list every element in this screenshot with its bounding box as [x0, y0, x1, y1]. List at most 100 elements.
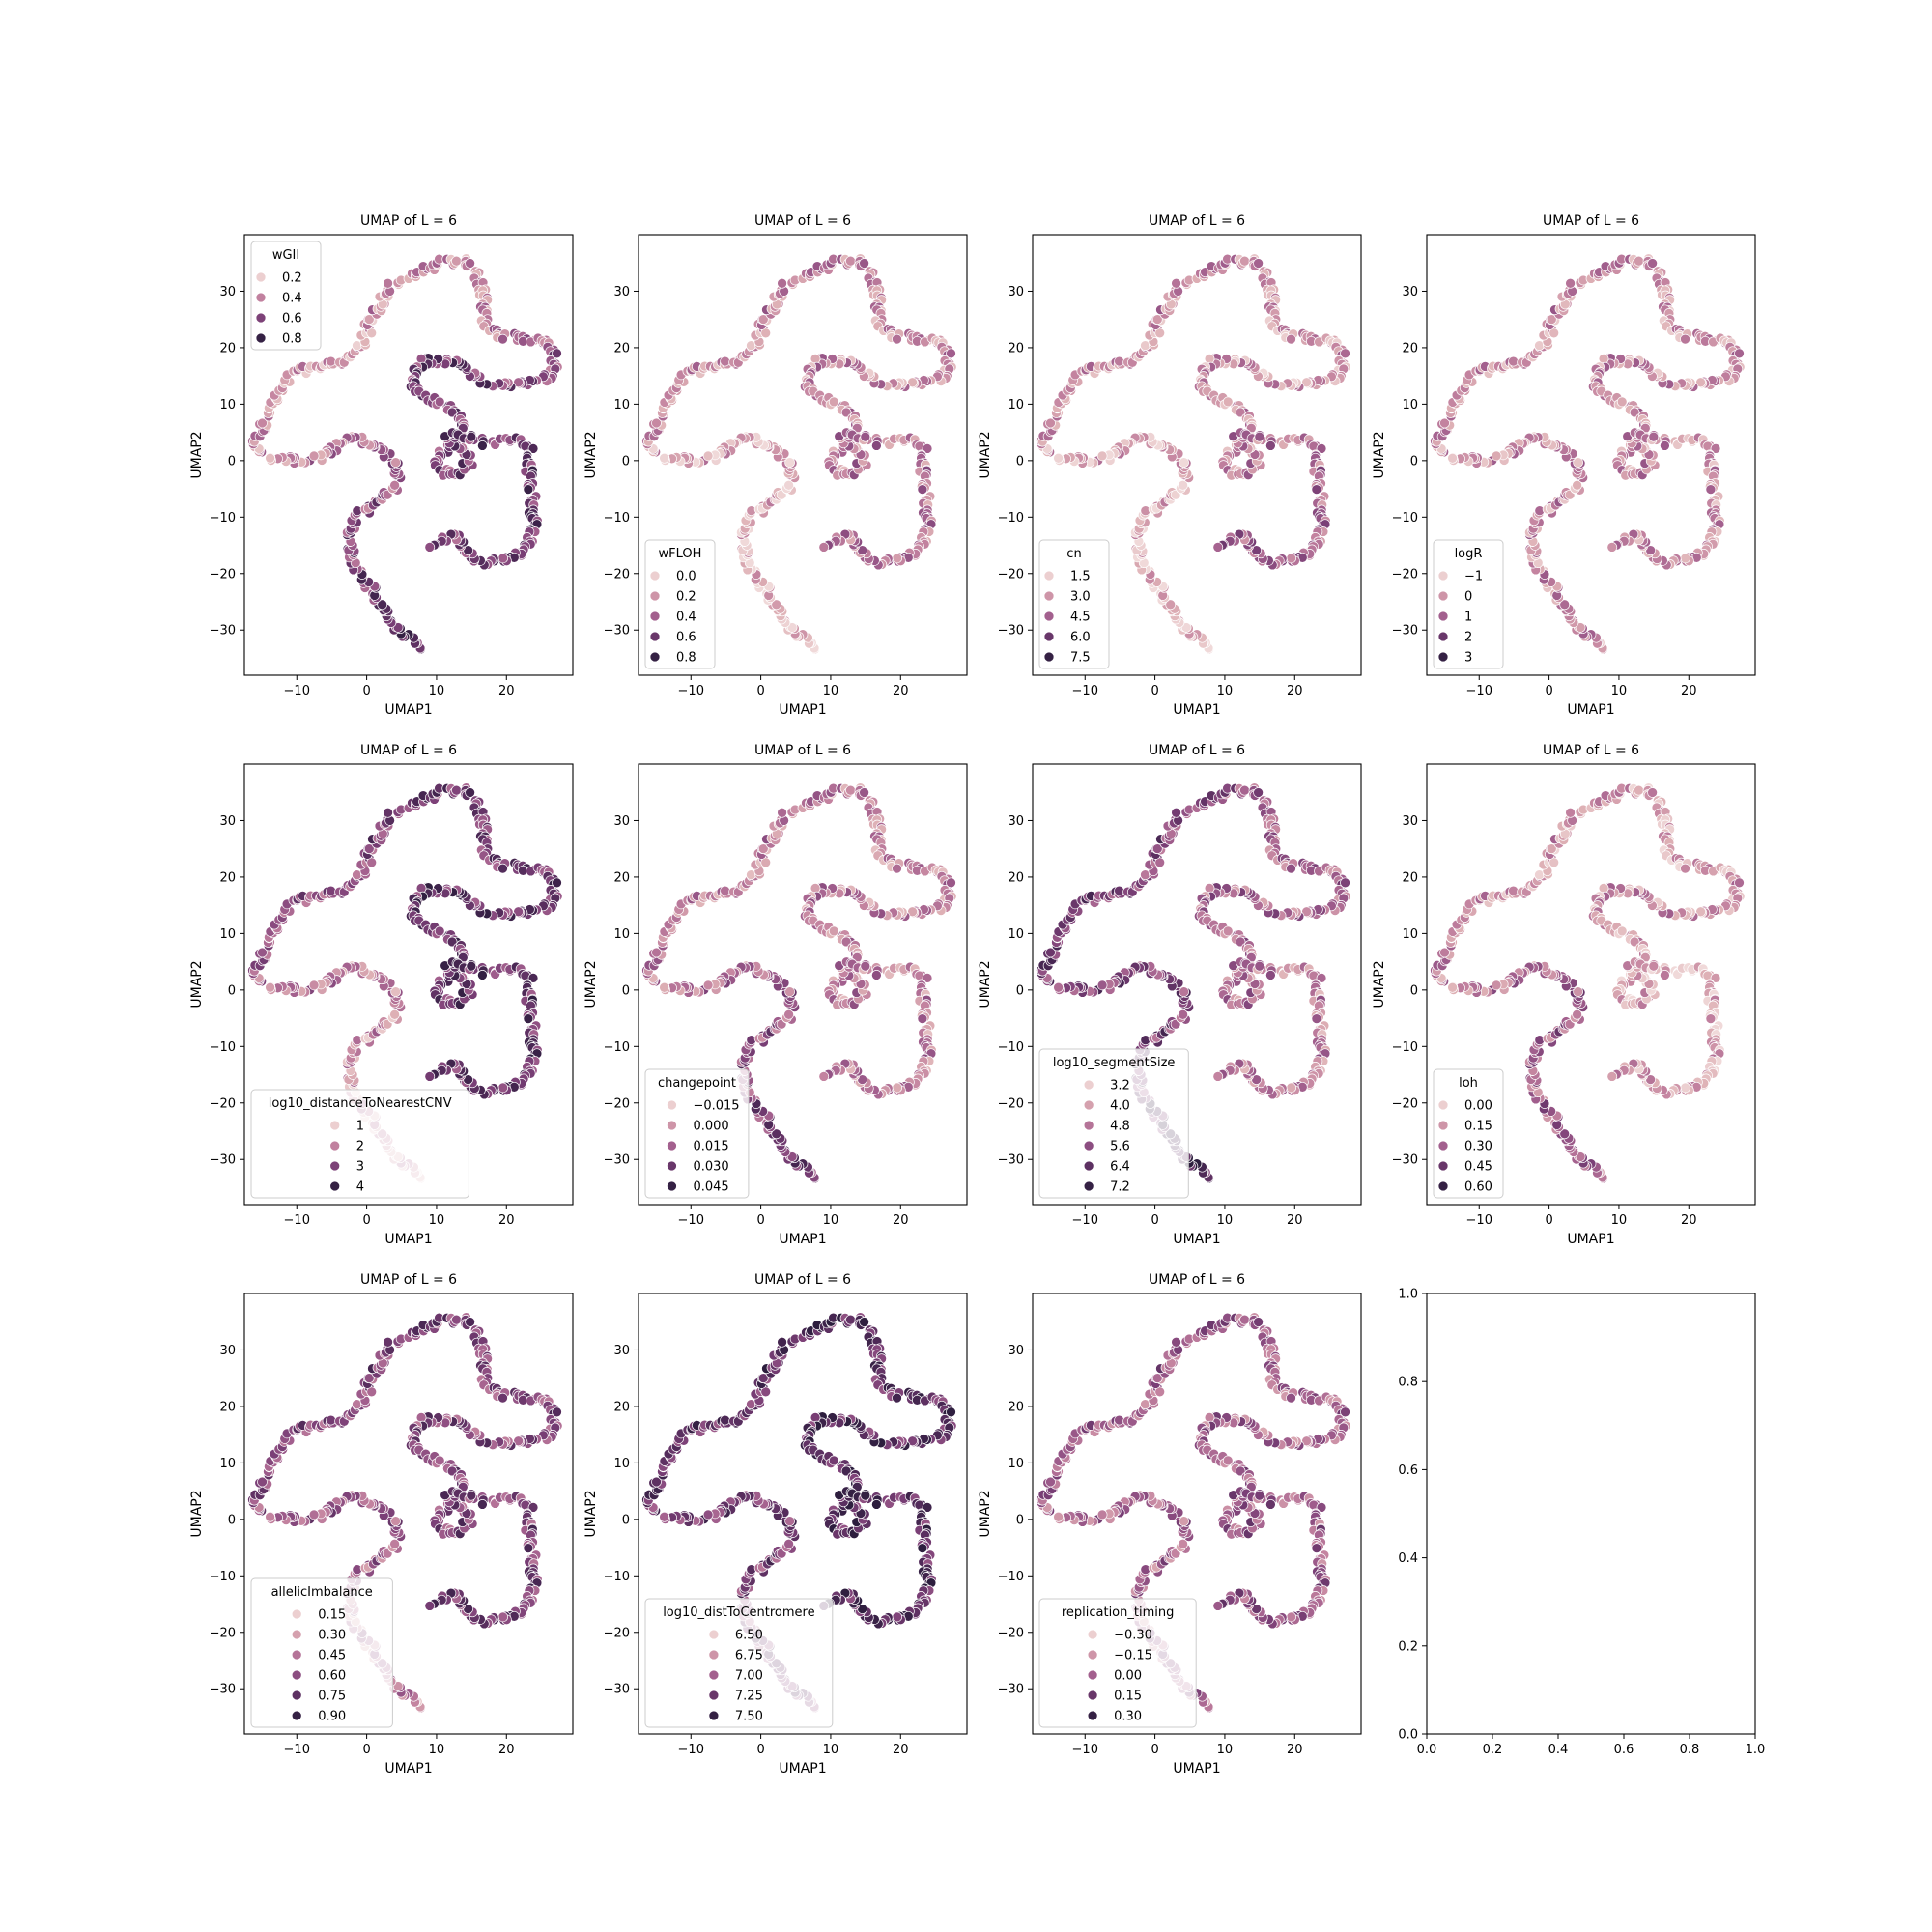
- legend-marker: [1083, 1160, 1094, 1172]
- scatter-point: [860, 431, 871, 442]
- scatter-point: [265, 981, 275, 993]
- legend-marker: [1437, 631, 1449, 642]
- x-tick-label: 0: [756, 1213, 764, 1228]
- scatter-point: [383, 277, 393, 289]
- y-tick-label: 10: [1402, 927, 1418, 942]
- y-tick-label: −20: [998, 567, 1024, 582]
- scatter-point: [383, 807, 393, 818]
- y-tick-label: −10: [1392, 1040, 1418, 1055]
- y-tick-label: 0: [228, 983, 236, 998]
- scatter-point: [892, 333, 902, 345]
- y-tick-label: 20: [1402, 870, 1418, 885]
- legend-title: log10_distanceToNearestCNV: [269, 1096, 452, 1111]
- legend-label: 0.2: [676, 590, 696, 605]
- subplot-title: UMAP of L = 6: [1149, 743, 1245, 758]
- x-tick-label: −10: [1466, 1213, 1492, 1228]
- y-tick-label: −10: [998, 511, 1024, 526]
- scatter-point: [771, 599, 782, 611]
- legend-label: 0.045: [693, 1180, 728, 1195]
- y-tick-label: 0: [1016, 454, 1024, 469]
- scatter-point: [1634, 784, 1644, 796]
- legend-label: 0.000: [693, 1120, 728, 1134]
- scatter-point: [757, 314, 769, 325]
- subplot-title: UMAP of L = 6: [1543, 743, 1639, 758]
- x-axis-label: UMAP1: [1567, 1232, 1614, 1247]
- legend-label: 3: [356, 1160, 364, 1175]
- y-tick-label: 0: [1410, 983, 1418, 998]
- scatter-point: [466, 431, 477, 442]
- scatter-point: [1565, 277, 1576, 289]
- legend-marker: [1437, 1120, 1449, 1131]
- y-tick-label: 10: [219, 927, 236, 942]
- x-tick-label: 20: [1681, 1213, 1697, 1228]
- scatter-point: [1254, 431, 1265, 442]
- scatter-point: [326, 885, 336, 896]
- scatter-point: [1680, 1082, 1691, 1094]
- x-tick-label: 10: [1611, 684, 1628, 698]
- y-tick-label: −10: [210, 1040, 236, 1055]
- x-axis-label: UMAP1: [384, 1232, 432, 1247]
- x-tick-label: 0: [362, 684, 370, 698]
- scatter-point: [424, 542, 436, 553]
- x-axis-label: UMAP1: [1567, 702, 1614, 718]
- y-tick-label: −30: [604, 1153, 630, 1168]
- y-tick-label: −30: [1392, 1153, 1418, 1168]
- legend-label: 0.6: [676, 631, 696, 645]
- scatter-point: [1648, 960, 1660, 972]
- subplot-2: UMAP of L = 6−10 0 10 20−30−20−100102030UMA…: [583, 213, 968, 718]
- y-tick-label: 30: [219, 814, 236, 829]
- legend-label: 6.0: [1070, 631, 1091, 645]
- scatter-point: [466, 960, 477, 972]
- scatter-point: [1254, 960, 1265, 972]
- scatter-point: [818, 542, 830, 553]
- legend-marker: [1083, 1140, 1094, 1151]
- legend-label: 0.00: [1464, 1099, 1492, 1114]
- scatter-point: [513, 377, 524, 388]
- scatter-points: [1036, 253, 1351, 655]
- scatter-point: [477, 440, 488, 451]
- scatter-point: [659, 981, 669, 993]
- scatter-point: [1286, 333, 1296, 345]
- y-tick-label: −10: [998, 1040, 1024, 1055]
- scatter-point: [1491, 980, 1502, 991]
- x-axis-label: UMAP1: [384, 702, 432, 718]
- scatter-point: [840, 407, 852, 418]
- y-tick-label: 20: [219, 341, 236, 355]
- x-tick-label: 10: [429, 684, 445, 698]
- x-tick-label: −10: [678, 684, 704, 698]
- scatter-point: [907, 377, 918, 388]
- x-tick-label: 0: [1151, 684, 1158, 698]
- subplot-title: UMAP of L = 6: [1543, 213, 1639, 229]
- legend-marker: [1437, 651, 1449, 663]
- legend-label: 1.5: [1070, 570, 1091, 584]
- scatter-point: [265, 1511, 275, 1522]
- legend-marker: [255, 292, 267, 303]
- legend-label: 3: [1464, 651, 1472, 666]
- y-tick-label: −20: [604, 1096, 630, 1111]
- legend-label: 0.4: [676, 611, 696, 625]
- legend-label: 1: [356, 1120, 364, 1134]
- y-tick-label: −10: [1392, 511, 1418, 526]
- y-axis-label: UMAP2: [1372, 431, 1387, 478]
- y-tick-label: 10: [613, 927, 630, 942]
- subplot-6: UMAP of L = 6−10 0 10 20−30−20−100102030UMA…: [583, 743, 968, 1247]
- x-tick-label: 20: [498, 684, 515, 698]
- legend-label: 4: [356, 1180, 364, 1195]
- scatter-point: [1565, 807, 1576, 818]
- scatter-point: [497, 1082, 509, 1094]
- legend-marker: [1437, 570, 1449, 582]
- legend-marker: [1083, 1099, 1094, 1111]
- scatter-point: [860, 960, 871, 972]
- scatter-point: [424, 1071, 436, 1082]
- scatter-point: [1053, 981, 1064, 993]
- legend-marker: [1043, 590, 1055, 602]
- scatter-point: [871, 440, 882, 451]
- legend-label: 2: [356, 1140, 364, 1154]
- y-tick-label: 10: [219, 398, 236, 412]
- scatter-point: [892, 553, 903, 564]
- scatter-point: [1606, 1071, 1618, 1082]
- legend-label: 3.2: [1110, 1079, 1130, 1094]
